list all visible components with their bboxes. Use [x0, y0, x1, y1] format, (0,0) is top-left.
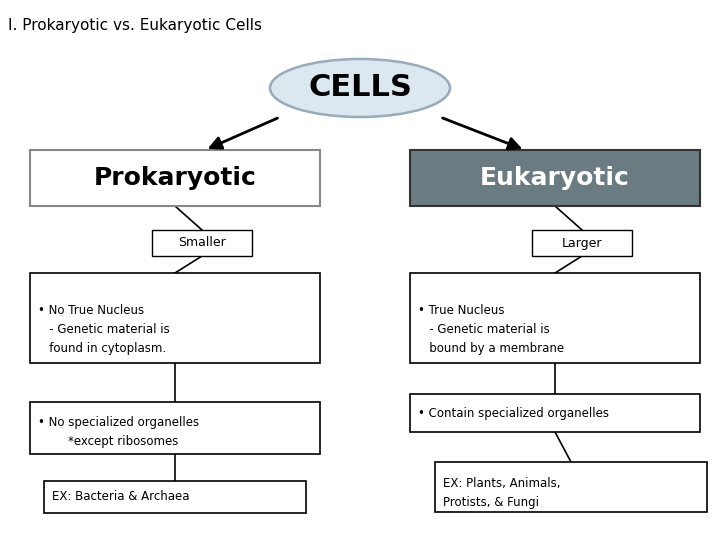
Text: CELLS: CELLS	[308, 73, 412, 103]
Ellipse shape	[270, 59, 450, 117]
FancyBboxPatch shape	[532, 230, 632, 256]
Text: EX: Plants, Animals,
Protists, & Fungi: EX: Plants, Animals, Protists, & Fungi	[443, 477, 560, 509]
Text: Smaller: Smaller	[178, 237, 226, 249]
Text: • No specialized organelles
        *except ribosomes: • No specialized organelles *except ribo…	[38, 416, 199, 448]
Text: • True Nucleus
   - Genetic material is
   bound by a membrane: • True Nucleus - Genetic material is bou…	[418, 304, 564, 355]
Text: • Contain specialized organelles: • Contain specialized organelles	[418, 407, 609, 420]
Text: Eukaryotic: Eukaryotic	[480, 166, 630, 190]
FancyBboxPatch shape	[410, 394, 700, 432]
Text: EX: Bacteria & Archaea: EX: Bacteria & Archaea	[52, 490, 189, 503]
Text: • No True Nucleus
   - Genetic material is
   found in cytoplasm.: • No True Nucleus - Genetic material is …	[38, 304, 170, 355]
FancyBboxPatch shape	[435, 462, 707, 512]
FancyBboxPatch shape	[30, 273, 320, 363]
FancyBboxPatch shape	[44, 481, 306, 513]
FancyBboxPatch shape	[30, 402, 320, 454]
FancyBboxPatch shape	[410, 273, 700, 363]
Text: I. Prokaryotic vs. Eukaryotic Cells: I. Prokaryotic vs. Eukaryotic Cells	[8, 18, 262, 33]
FancyBboxPatch shape	[410, 150, 700, 206]
Text: Prokaryotic: Prokaryotic	[94, 166, 256, 190]
FancyBboxPatch shape	[152, 230, 252, 256]
FancyBboxPatch shape	[30, 150, 320, 206]
Text: Larger: Larger	[562, 237, 602, 249]
